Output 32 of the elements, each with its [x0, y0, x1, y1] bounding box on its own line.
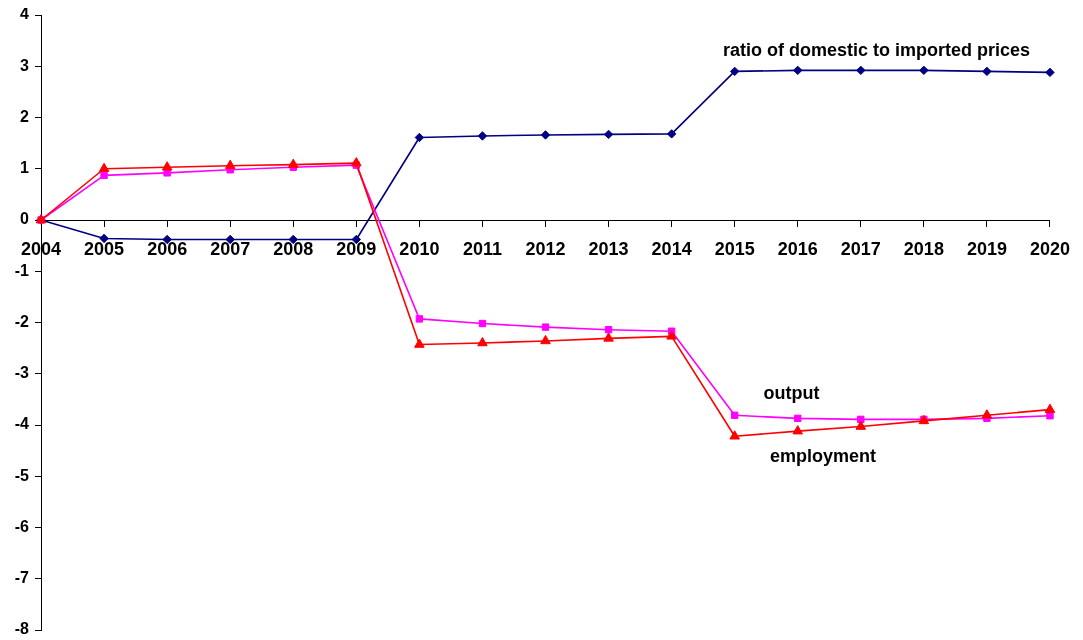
x-tick-label: 2010 [399, 238, 440, 259]
x-tick-label: 2015 [714, 238, 755, 259]
y-tick-label: 0 [20, 210, 30, 228]
series-label: employment [769, 446, 876, 467]
y-tick-label: -6 [14, 517, 30, 535]
x-tick-label: 2011 [462, 238, 502, 259]
y-tick-label: -4 [14, 415, 30, 433]
y-tick-label: 1 [20, 159, 30, 177]
x-tick-label: 2017 [840, 238, 881, 259]
x-tick-label: 2005 [84, 238, 125, 259]
x-tick-label: 2012 [525, 238, 566, 259]
x-tick-label: 2014 [651, 238, 692, 259]
x-tick-label: 2009 [336, 238, 377, 259]
x-tick-label: 2016 [777, 238, 818, 259]
x-tick-label: 2013 [588, 238, 629, 259]
y-tick-label: -1 [14, 261, 30, 279]
x-tick-label: 2020 [1029, 238, 1070, 259]
y-tick-label: -5 [14, 466, 30, 484]
x-tick-label: 2018 [903, 238, 944, 259]
y-tick-label: -7 [14, 569, 30, 587]
y-tick-label: 4 [20, 5, 30, 23]
x-tick-label: 2019 [966, 238, 1007, 259]
x-tick-label: 2007 [210, 238, 251, 259]
x-tick-label: 2006 [147, 238, 188, 259]
y-tick-label: -8 [14, 620, 30, 638]
x-tick-label: 2008 [273, 238, 314, 259]
y-tick-label: -2 [14, 312, 30, 330]
y-tick-label: 3 [20, 56, 30, 74]
y-tick-label: 2 [20, 107, 30, 125]
series-label: ratio of domestic to imported prices [723, 40, 1031, 61]
series-label: output [763, 383, 820, 403]
y-tick-label: -3 [14, 364, 30, 382]
